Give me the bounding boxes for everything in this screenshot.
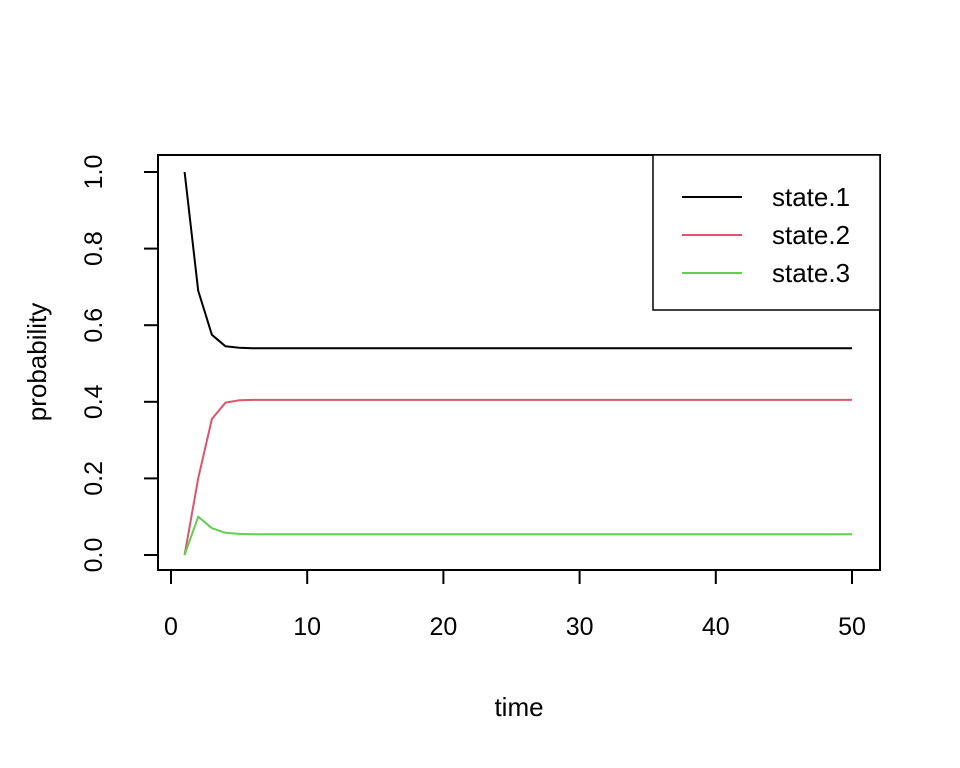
legend-label-state-1: state.1 [772, 182, 850, 212]
series-line-state-3 [183, 515, 852, 556]
x-tick-label: 30 [566, 613, 594, 641]
y-axis-label: probability [22, 303, 52, 422]
x-tick-label: 0 [164, 613, 178, 641]
x-tick-label: 50 [838, 613, 866, 641]
legend-label-state-3: state.3 [772, 258, 850, 288]
x-tick-label: 20 [429, 613, 457, 641]
y-tick-label: 0.4 [80, 384, 108, 419]
legend-entries: state.1 state.2 state.3 [682, 182, 850, 288]
x-axis-ticks: 0 10 20 30 40 50 [164, 570, 866, 641]
plot-frame [157, 154, 881, 571]
series-line-state-1 [183, 171, 852, 350]
y-tick-label: 1.0 [80, 155, 108, 190]
series-line-state-2 [183, 398, 852, 556]
x-axis-label: time [494, 692, 543, 722]
y-tick-label: 0.0 [80, 538, 108, 573]
legend-label-state-2: state.2 [772, 220, 850, 250]
y-tick-label: 0.2 [80, 461, 108, 496]
legend-box [652, 154, 881, 311]
x-tick-label: 40 [702, 613, 730, 641]
series-lines [183, 171, 852, 556]
x-tick-label: 10 [293, 613, 321, 641]
y-axis-ticks: 0.0 0.2 0.4 0.6 0.8 1.0 [80, 155, 158, 573]
y-tick-label: 0.8 [80, 231, 108, 266]
y-tick-label: 0.6 [80, 308, 108, 343]
legend: state.1 state.2 state.3 [652, 154, 881, 311]
